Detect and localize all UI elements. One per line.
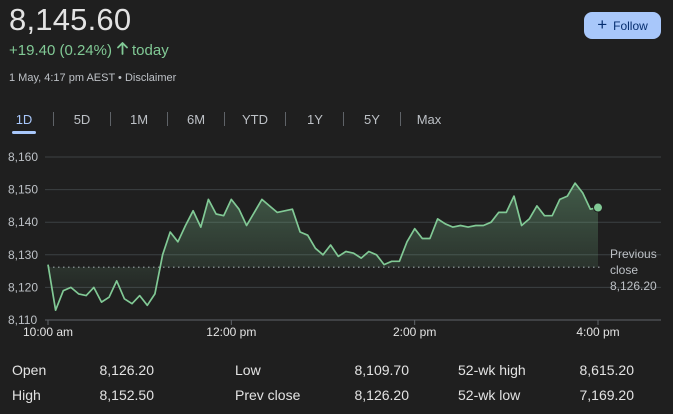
x-tick-label: 12:00 pm: [206, 325, 256, 339]
tab-5d[interactable]: 5D: [73, 111, 91, 127]
previous-close-label: 8,126.20: [610, 279, 657, 293]
stats-row: Open 8,126.20 Low 8,109.70 52-wk high 8,…: [0, 362, 673, 382]
stat-label-52wk-low: 52-wk low: [458, 387, 521, 403]
timestamp-line: 1 May, 4:17 pm AEST • Disclaimer: [9, 72, 176, 84]
arrow-up-icon: [116, 42, 128, 59]
y-tick-label: 8,130: [8, 248, 38, 262]
price-area: [48, 183, 598, 311]
stat-value-prev-close: 8,126.20: [354, 387, 410, 403]
tab-1y[interactable]: 1Y: [307, 111, 323, 127]
stat-label-open: Open: [12, 362, 47, 378]
tab-max[interactable]: Max: [416, 111, 442, 127]
tab-5y[interactable]: 5Y: [364, 111, 380, 127]
change-period: today: [132, 42, 169, 59]
tab-1m[interactable]: 1M: [129, 111, 149, 127]
tab-6m[interactable]: 6M: [186, 111, 206, 127]
y-tick-label: 8,160: [8, 150, 38, 164]
y-tick-label: 8,120: [8, 280, 38, 294]
previous-close-label: close: [610, 263, 638, 277]
x-tick-label: 4:00 pm: [576, 325, 619, 339]
price-change: +19.40 (0.24%) today: [9, 42, 169, 59]
stat-label-high: High: [12, 387, 41, 403]
current-price: 8,145.60: [9, 2, 132, 37]
plus-icon: +: [597, 15, 608, 34]
stat-value-low: 8,109.70: [354, 362, 410, 378]
x-tick-label: 10:00 am: [23, 325, 73, 339]
price-line: [47, 182, 599, 312]
tab-1d[interactable]: 1D: [8, 106, 40, 134]
tab-divider: [110, 112, 111, 126]
change-value: +19.40 (0.24%): [9, 42, 112, 59]
x-tick-label: 2:00 pm: [393, 325, 436, 339]
tab-divider: [167, 112, 168, 126]
tab-divider: [224, 112, 225, 126]
tab-ytd[interactable]: YTD: [242, 111, 268, 127]
last-price-dot: [593, 202, 603, 213]
disclaimer-link[interactable]: Disclaimer: [124, 72, 177, 84]
y-tick-label: 8,140: [8, 215, 38, 229]
stats-row: High 8,152.50 Prev close 8,126.20 52-wk …: [0, 387, 673, 407]
follow-label: Follow: [613, 18, 648, 33]
stat-label-52wk-high: 52-wk high: [458, 362, 526, 378]
meta-separator: •: [118, 72, 122, 84]
y-tick-label: 8,150: [8, 183, 38, 197]
stat-label-prev-close: Prev close: [235, 387, 301, 403]
stat-label-low: Low: [235, 362, 261, 378]
tab-divider: [400, 112, 401, 126]
stat-value-high: 8,152.50: [99, 387, 155, 403]
timestamp: 1 May, 4:17 pm AEST: [9, 72, 115, 84]
tab-divider: [343, 112, 344, 126]
previous-close-label: Previous: [610, 247, 657, 261]
follow-button[interactable]: + Follow: [584, 12, 661, 39]
stat-value-52wk-high: 8,615.20: [579, 362, 635, 378]
stat-value-52wk-low: 7,169.20: [579, 387, 635, 403]
tab-divider: [53, 112, 54, 126]
tab-divider: [285, 112, 286, 126]
y-tick-label: 8,110: [8, 313, 37, 327]
stat-value-open: 8,126.20: [99, 362, 155, 378]
